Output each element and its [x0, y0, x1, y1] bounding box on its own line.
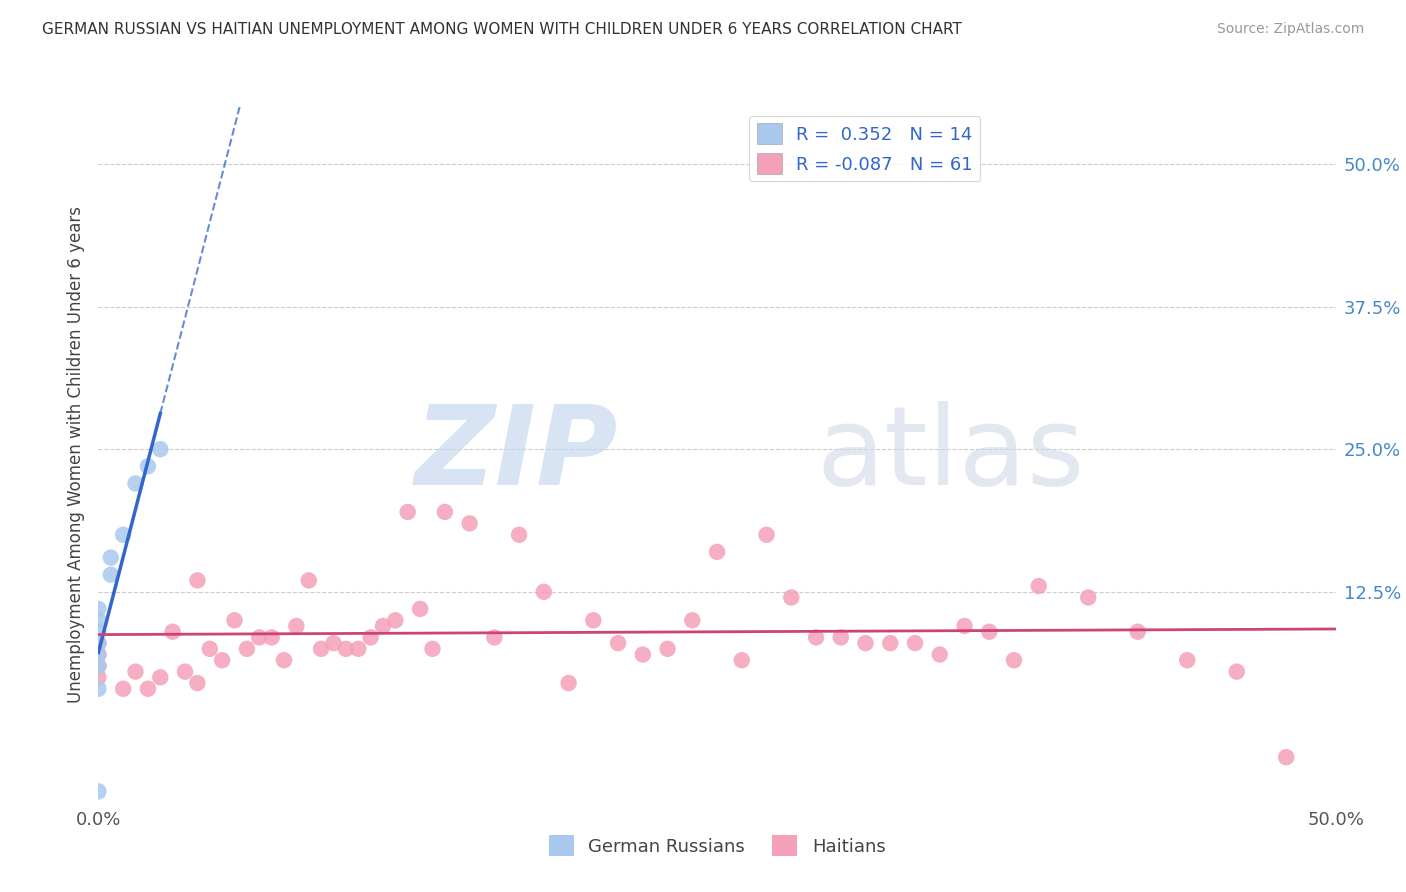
Text: ZIP: ZIP	[415, 401, 619, 508]
Point	[1028, 579, 1050, 593]
Point	[508, 528, 530, 542]
Point	[87, 636, 110, 650]
Point	[87, 659, 110, 673]
Point	[607, 636, 630, 650]
Point	[755, 528, 778, 542]
Point	[631, 648, 654, 662]
Point	[433, 505, 456, 519]
Point	[198, 641, 221, 656]
Point	[706, 545, 728, 559]
Point	[298, 574, 321, 588]
Point	[162, 624, 184, 639]
Point	[87, 784, 110, 798]
Point	[124, 665, 146, 679]
Point	[780, 591, 803, 605]
Text: atlas: atlas	[815, 401, 1084, 508]
Point	[309, 641, 332, 656]
Point	[247, 631, 270, 645]
Point	[174, 665, 197, 679]
Point	[1126, 624, 1149, 639]
Point	[87, 636, 110, 650]
Point	[100, 550, 122, 565]
Point	[100, 567, 122, 582]
Point	[1226, 665, 1249, 679]
Point	[953, 619, 976, 633]
Point	[1002, 653, 1025, 667]
Point	[979, 624, 1001, 639]
Point	[582, 613, 605, 627]
Point	[484, 631, 506, 645]
Point	[87, 613, 110, 627]
Point	[422, 641, 444, 656]
Text: Source: ZipAtlas.com: Source: ZipAtlas.com	[1216, 22, 1364, 37]
Point	[855, 636, 877, 650]
Point	[136, 681, 159, 696]
Point	[186, 574, 208, 588]
Point	[1275, 750, 1298, 764]
Point	[112, 681, 135, 696]
Point	[335, 641, 357, 656]
Point	[396, 505, 419, 519]
Point	[236, 641, 259, 656]
Point	[681, 613, 703, 627]
Point	[928, 648, 950, 662]
Point	[87, 670, 110, 684]
Point	[384, 613, 406, 627]
Point	[409, 602, 432, 616]
Point	[149, 670, 172, 684]
Point	[112, 528, 135, 542]
Point	[830, 631, 852, 645]
Point	[87, 648, 110, 662]
Point	[211, 653, 233, 667]
Point	[260, 631, 283, 645]
Legend: German Russians, Haitians: German Russians, Haitians	[541, 828, 893, 863]
Point	[804, 631, 827, 645]
Point	[731, 653, 754, 667]
Point	[557, 676, 579, 690]
Point	[124, 476, 146, 491]
Point	[904, 636, 927, 650]
Point	[322, 636, 344, 650]
Point	[1077, 591, 1099, 605]
Point	[1175, 653, 1198, 667]
Y-axis label: Unemployment Among Women with Children Under 6 years: Unemployment Among Women with Children U…	[66, 206, 84, 704]
Point	[533, 584, 555, 599]
Point	[87, 659, 110, 673]
Point	[87, 624, 110, 639]
Point	[186, 676, 208, 690]
Point	[458, 516, 481, 531]
Point	[273, 653, 295, 667]
Point	[879, 636, 901, 650]
Point	[87, 681, 110, 696]
Text: GERMAN RUSSIAN VS HAITIAN UNEMPLOYMENT AMONG WOMEN WITH CHILDREN UNDER 6 YEARS C: GERMAN RUSSIAN VS HAITIAN UNEMPLOYMENT A…	[42, 22, 962, 37]
Point	[347, 641, 370, 656]
Point	[136, 459, 159, 474]
Point	[224, 613, 246, 627]
Point	[149, 442, 172, 457]
Point	[657, 641, 679, 656]
Point	[360, 631, 382, 645]
Point	[371, 619, 394, 633]
Point	[87, 602, 110, 616]
Point	[87, 648, 110, 662]
Point	[285, 619, 308, 633]
